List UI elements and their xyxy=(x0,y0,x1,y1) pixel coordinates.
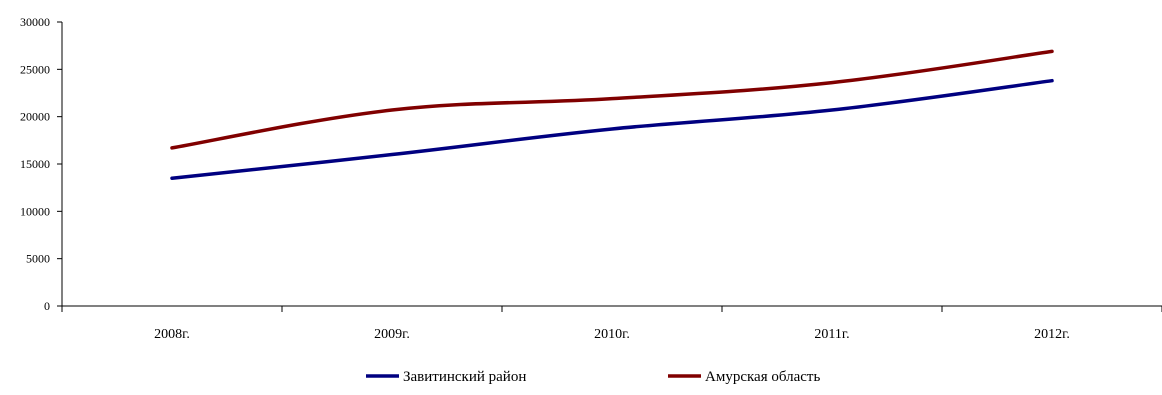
series-line-0 xyxy=(170,78,1054,180)
x-tick-label: 2008г. xyxy=(154,327,190,342)
y-tick-label: 15000 xyxy=(20,157,50,171)
legend: Завитинский район Амурская область xyxy=(366,369,820,385)
x-tick-label: 2009г. xyxy=(374,327,410,342)
legend-label: Завитинский район xyxy=(403,369,526,385)
y-tick-label: 30000 xyxy=(20,15,50,29)
x-tick-label: 2010г. xyxy=(594,327,630,342)
legend-label: Амурская область xyxy=(705,369,820,385)
y-tick-label: 10000 xyxy=(20,204,50,218)
series-lines xyxy=(170,49,1054,180)
x-tick-label: 2012г. xyxy=(1034,327,1070,342)
y-tick-label: 5000 xyxy=(26,252,50,266)
y-tick-label: 20000 xyxy=(20,110,50,124)
y-tick-label: 0 xyxy=(44,299,50,313)
y-tick-label: 25000 xyxy=(20,62,50,76)
series-line-1 xyxy=(170,49,1054,150)
axes: 0 5000 10000 15000 20000 25000 30000 2008г. 2009… xyxy=(20,15,1162,342)
x-tick-label: 2011г. xyxy=(814,327,849,342)
